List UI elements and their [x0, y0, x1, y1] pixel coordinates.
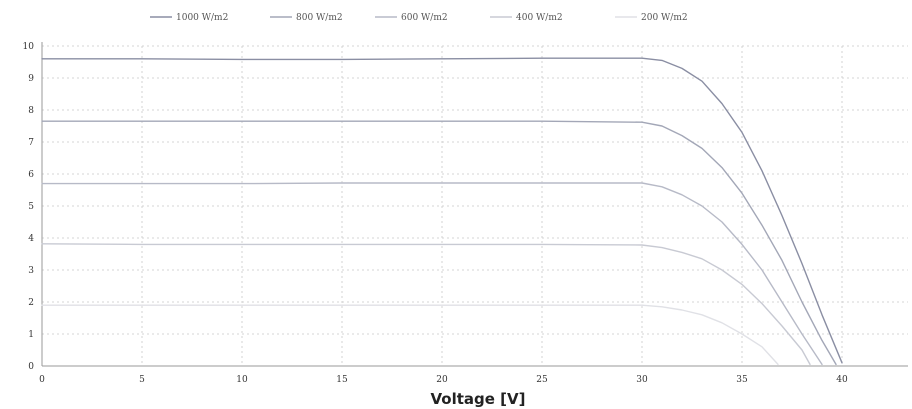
y-tick-label: 8: [28, 106, 34, 116]
x-tick-label: 5: [139, 375, 145, 385]
series-line-4: [41, 243, 811, 366]
y-tick-label: 0: [28, 362, 34, 372]
y-tick-label: 5: [28, 202, 34, 212]
legend-label: 800 W/m2: [296, 13, 343, 23]
legend: 1000 W/m2 800 W/m2 600 W/m2 400 W/m2 200 W/m…: [150, 13, 688, 23]
y-tick-label: 1: [28, 330, 34, 340]
series-line-5: [41, 304, 779, 366]
legend-label: 400 W/m2: [516, 13, 563, 23]
x-tick-label: 25: [536, 375, 548, 385]
legend-label: 600 W/m2: [401, 13, 448, 23]
x-tick-label: 40: [836, 375, 848, 385]
x-tick-label: 20: [436, 375, 448, 385]
x-tick-label: 30: [636, 375, 648, 385]
x-tick-label: 10: [236, 375, 248, 385]
y-tick-label: 2: [28, 298, 34, 308]
y-tick-label: 7: [28, 138, 34, 148]
x-tick-label: 35: [736, 375, 748, 385]
axes: 0 1 2 3 4 5 6 7 8 9 10 0 5 10 15 20 25 30 35 40: [23, 42, 908, 385]
y-tick-label: 4: [28, 234, 34, 244]
series-line-2: [41, 120, 837, 366]
legend-label: 1000 W/m2: [176, 13, 228, 23]
y-tick-label: 6: [28, 170, 34, 180]
y-tick-label: 9: [28, 74, 34, 84]
x-tick-label: 15: [336, 375, 348, 385]
y-tick-label: 10: [23, 42, 35, 52]
legend-label: 200 W/m2: [641, 13, 688, 23]
x-axis-title: Voltage [V]: [431, 390, 526, 408]
y-tick-label: 3: [28, 266, 34, 276]
series-line-3: [41, 182, 823, 366]
series-line-1: [41, 57, 843, 364]
series-lines: [41, 57, 843, 366]
x-tick-label: 0: [39, 375, 45, 385]
